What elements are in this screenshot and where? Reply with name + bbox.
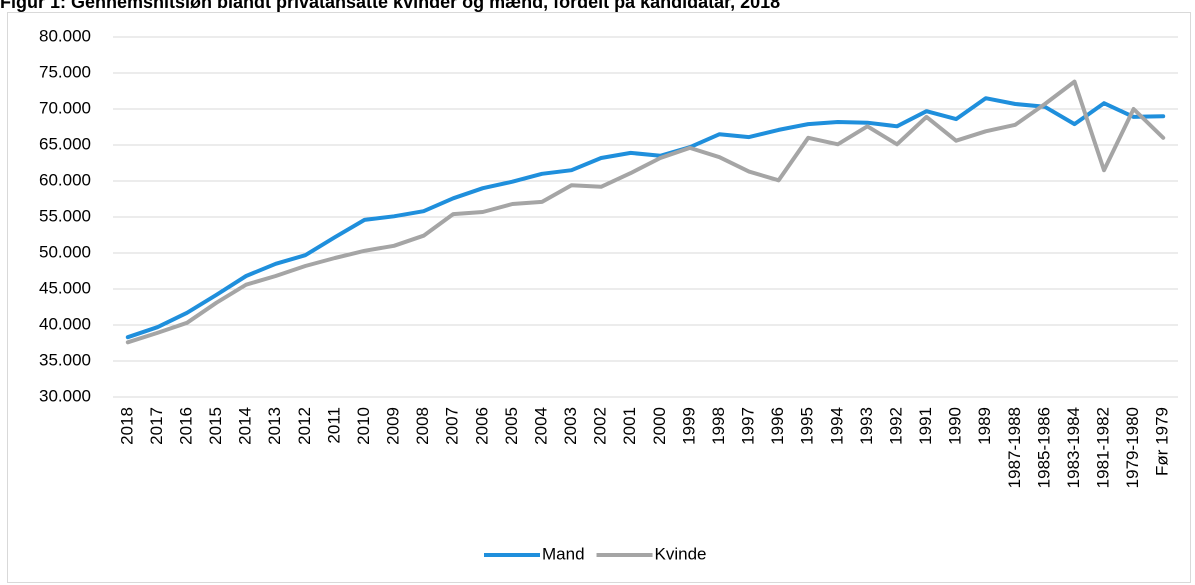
y-tick-label: 60.000 (39, 170, 91, 189)
x-tick-label: 2011 (324, 407, 343, 444)
x-tick-label: 2008 (413, 407, 432, 445)
series-line (125, 96, 1166, 340)
x-tick-label: 1999 (679, 407, 698, 445)
x-tick-label: 2006 (472, 407, 491, 445)
y-tick-label: 75.000 (39, 62, 91, 81)
y-tick-label: 30.000 (39, 386, 91, 405)
x-tick-label: 2010 (354, 407, 373, 445)
x-tick-label: 2017 (147, 407, 166, 445)
y-tick-label: 55.000 (39, 206, 91, 225)
x-tick-label: 2003 (561, 407, 580, 445)
x-tick-label: 2014 (236, 407, 255, 445)
chart-frame (7, 12, 1191, 583)
x-tick-label: 1987-1988 (1005, 407, 1024, 488)
legend-label: Mand (542, 544, 585, 563)
x-tick-label: 2018 (117, 407, 136, 445)
x-tick-label: 1981-1982 (1094, 407, 1113, 488)
x-tick-label: 1994 (827, 407, 846, 445)
x-tick-label: 2007 (443, 407, 462, 445)
x-tick-label: 2004 (531, 407, 550, 445)
x-tick-label: 2013 (265, 407, 284, 445)
chart-title: Figur 1: Gennemsnitsløn blandt privatans… (0, 0, 780, 12)
x-tick-label: Før 1979 (1153, 407, 1172, 476)
x-tick-label: 1990 (946, 407, 965, 445)
x-tick-label: 2005 (502, 407, 521, 445)
x-tick-label: 1979-1980 (1123, 407, 1142, 488)
x-tick-label: 1989 (975, 407, 994, 445)
title-backdrop (0, 0, 1195, 12)
legend-label: Kvinde (655, 544, 707, 563)
y-tick-label: 40.000 (39, 314, 91, 333)
x-tick-label: 1992 (886, 407, 905, 445)
x-tick-label: 1983-1984 (1064, 407, 1083, 488)
x-tick-label: 1985-1986 (1034, 407, 1053, 488)
x-tick-label: 1998 (709, 407, 728, 445)
y-tick-label: 45.000 (39, 278, 91, 297)
x-tick-label: 2002 (591, 407, 610, 445)
y-tick-label: 70.000 (39, 98, 91, 117)
x-tick-label: 1997 (739, 407, 758, 445)
x-tick-label: 2001 (620, 407, 639, 445)
x-tick-label: 1991 (916, 407, 935, 445)
x-tick-label: 2000 (650, 407, 669, 445)
x-tick-label: 1995 (798, 407, 817, 445)
x-tick-label: 1993 (857, 407, 876, 445)
x-tick-label: 2015 (206, 407, 225, 445)
y-tick-label: 35.000 (39, 350, 91, 369)
series-line (125, 79, 1166, 345)
x-tick-label: 2012 (295, 407, 314, 445)
x-tick-label: 1996 (768, 407, 787, 445)
y-tick-label: 80.000 (39, 26, 91, 45)
x-tick-label: 2009 (384, 407, 403, 445)
x-tick-label: 2016 (176, 407, 195, 445)
y-tick-label: 65.000 (39, 134, 91, 153)
y-tick-label: 50.000 (39, 242, 91, 261)
